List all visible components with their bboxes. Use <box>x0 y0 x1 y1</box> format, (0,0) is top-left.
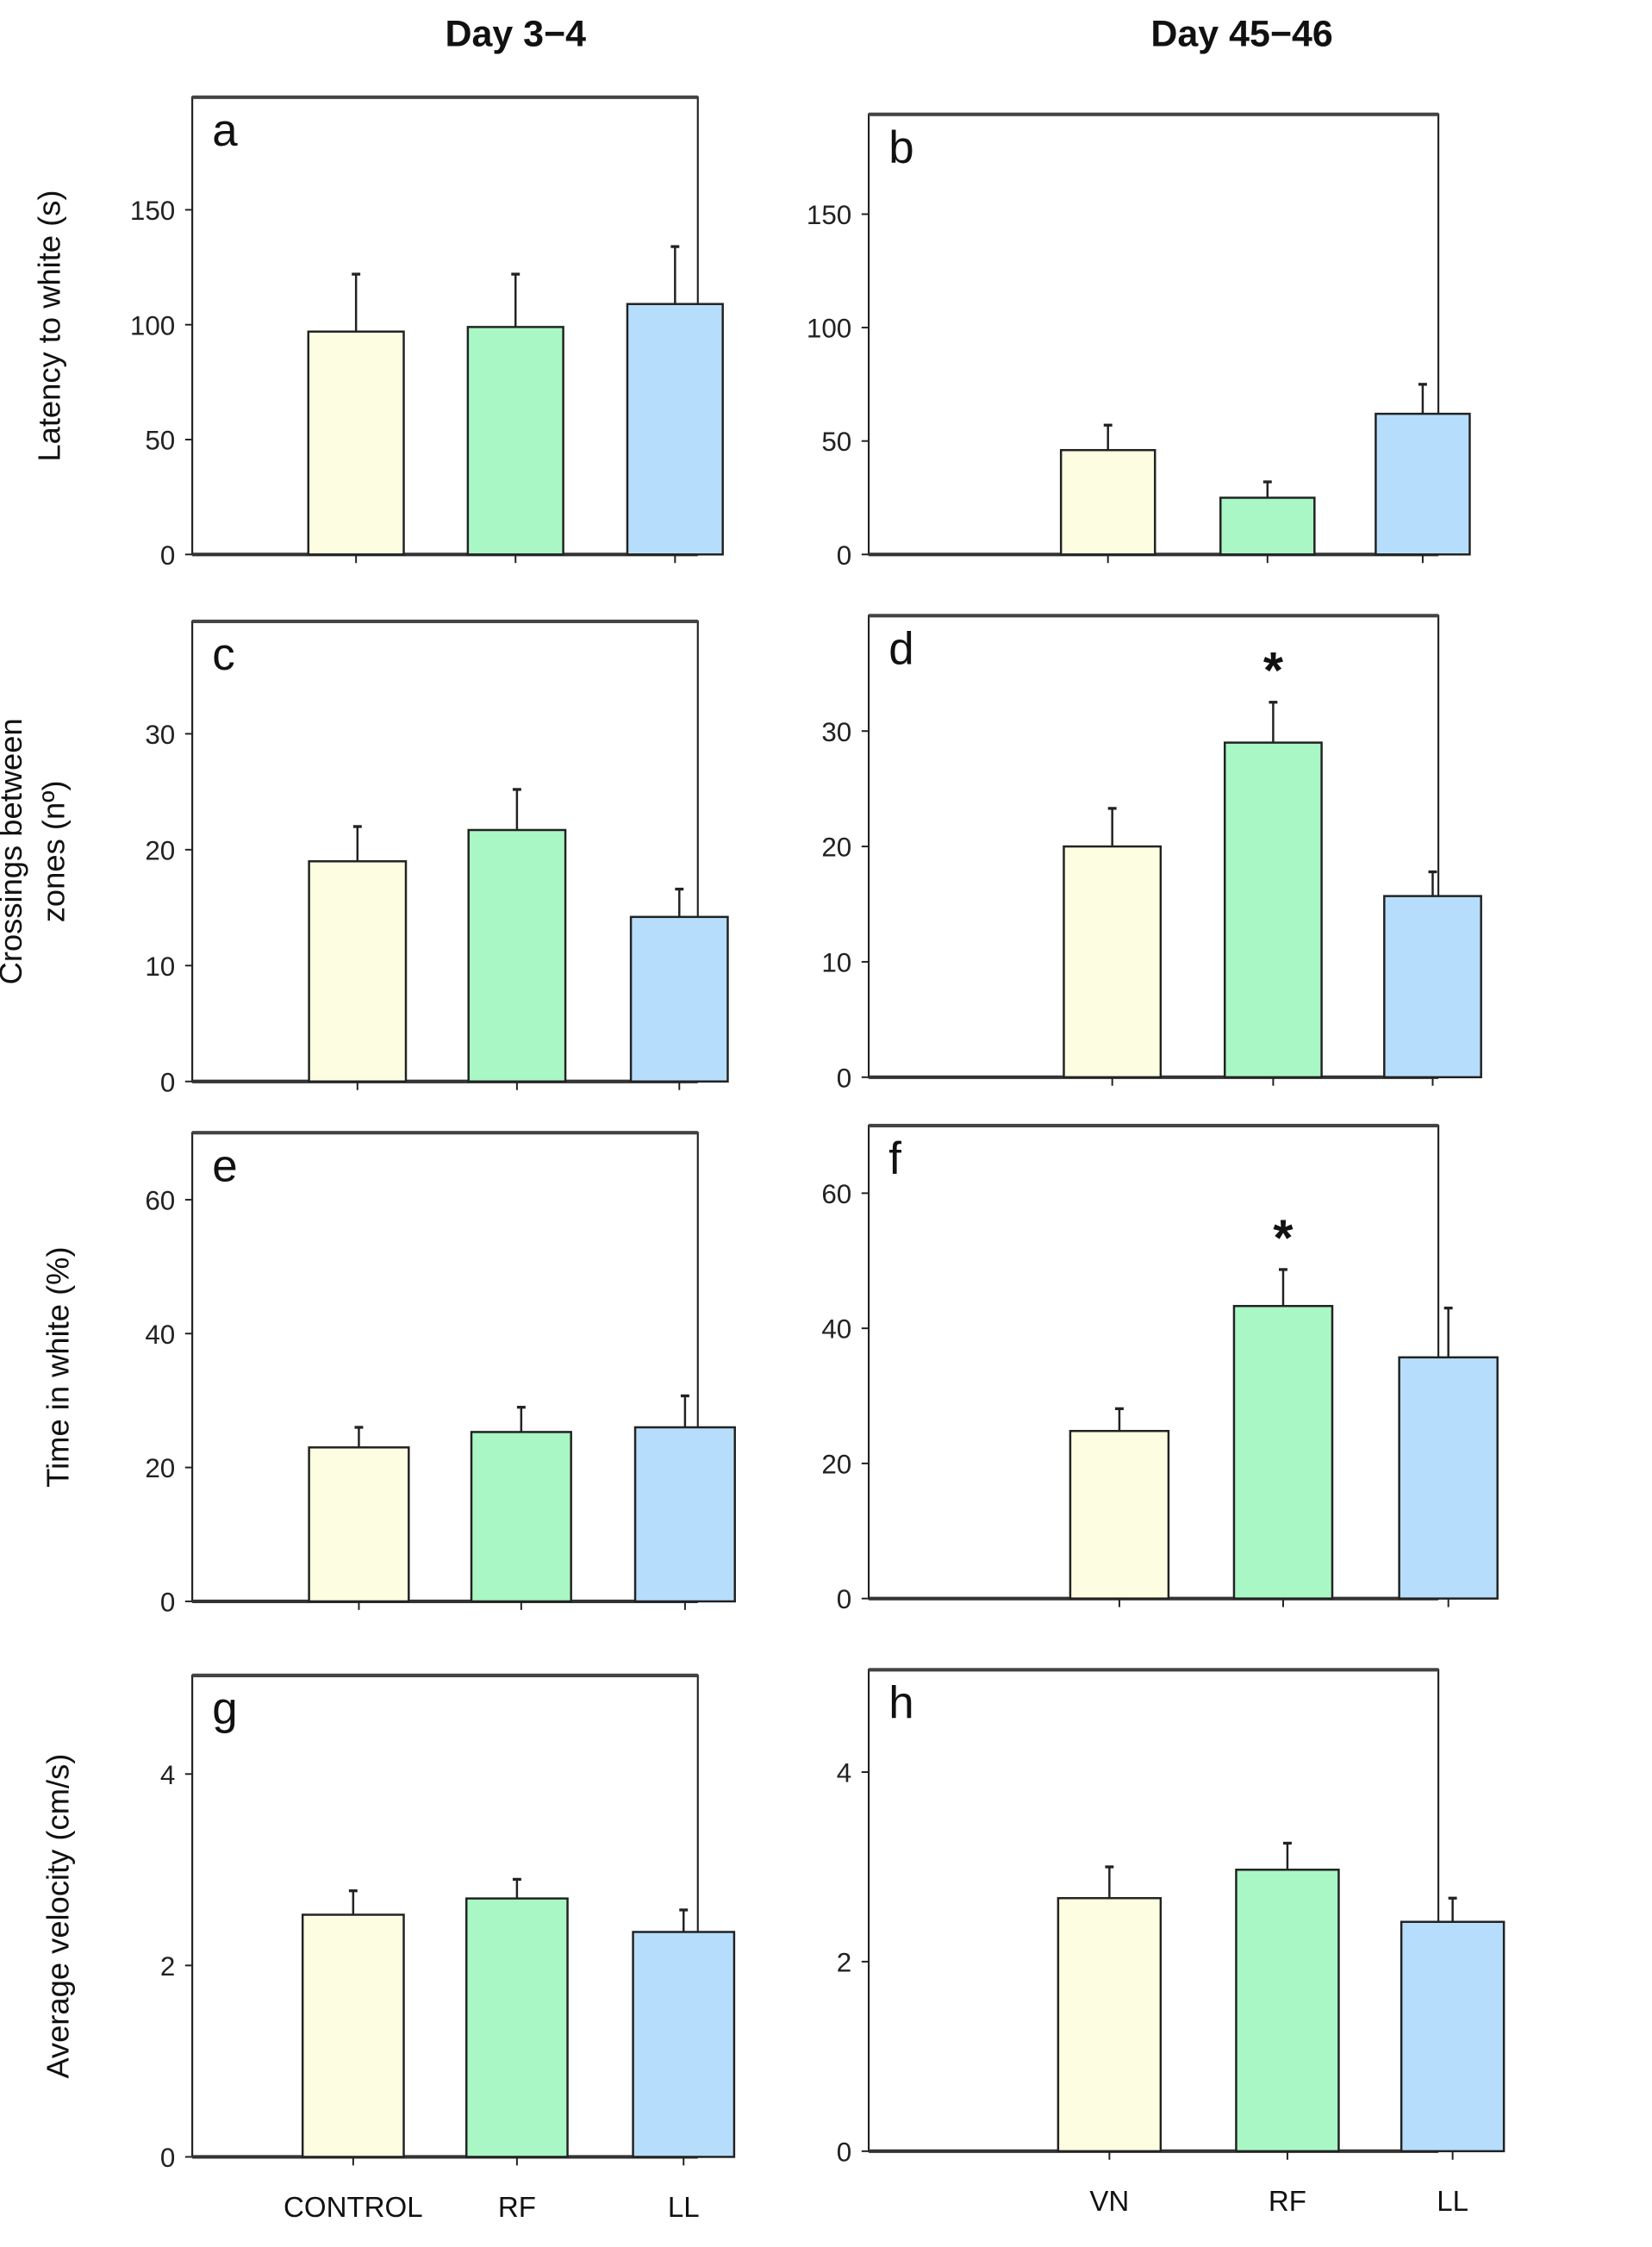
y-tick-label: 2 <box>160 1951 175 1982</box>
bar-rf <box>466 326 564 556</box>
y-axis-label: Average velocity (cm/s) <box>40 1754 75 2079</box>
panel-f: f 0 20 40 60 * <box>821 1123 1499 1614</box>
y-tick-label: 30 <box>821 717 851 747</box>
y-tick-label: 40 <box>821 1314 851 1345</box>
y-tick-label: 20 <box>145 1453 175 1483</box>
y-tick-label: 0 <box>160 540 175 571</box>
y-tick-label: 60 <box>821 1179 851 1209</box>
x-tick-label: LL <box>668 2192 700 2224</box>
x-tick-label: RF <box>1269 2186 1306 2218</box>
y-tick-label: 4 <box>160 1760 175 1790</box>
panel-h: h 0 2 4 VN RF LL <box>837 1668 1506 2218</box>
y-tick-label: 150 <box>130 196 175 226</box>
bar-ll <box>632 1931 736 2158</box>
panel-label: c <box>212 629 234 680</box>
y-tick-label: 30 <box>145 720 175 750</box>
bar-control <box>308 860 408 1083</box>
x-tick-label: LL <box>1437 2186 1468 2218</box>
bar-rf <box>1223 741 1323 1079</box>
bar-ll <box>1383 895 1482 1079</box>
y-tick-label: 0 <box>837 2137 851 2167</box>
y-tick-label: 150 <box>807 200 851 230</box>
bar-vn <box>1069 1430 1170 1600</box>
y-tick-label: 0 <box>160 1067 175 1097</box>
plot-frame <box>191 1674 699 2158</box>
panel-label: f <box>888 1133 901 1184</box>
bar-vn <box>1059 448 1156 556</box>
panel-e: e 0 20 40 60 Time in white (%) <box>40 1131 736 1618</box>
bar-control <box>308 1446 410 1603</box>
panel-label: d <box>888 624 913 675</box>
y-tick-label: 60 <box>145 1185 175 1215</box>
bar-vn <box>1063 845 1163 1079</box>
plot-frame <box>191 1132 699 1603</box>
plot-frame <box>191 620 699 1083</box>
bar-ll <box>1398 1356 1499 1600</box>
plot-frame <box>191 96 699 556</box>
significance-asterisk: * <box>1273 1208 1294 1266</box>
panel-a: a 0 50 100 150 Latency to white (s) <box>31 95 724 571</box>
x-tick-label: RF <box>498 2192 536 2224</box>
y-tick-label: 0 <box>837 1063 851 1093</box>
panel-label: g <box>212 1683 237 1734</box>
bar-control <box>307 330 405 556</box>
panel-label: e <box>212 1140 237 1191</box>
significance-asterisk: * <box>1263 641 1284 699</box>
y-tick-label: 0 <box>160 2143 175 2173</box>
y-tick-label: 10 <box>821 947 851 977</box>
y-tick-label: 20 <box>821 833 851 863</box>
column-title-day-3-4: Day 3−4 <box>445 13 586 54</box>
panel-d: d 0 10 20 30 * <box>821 614 1482 1093</box>
y-axis-label: Latency to white (s) <box>31 190 66 461</box>
y-tick-label: 10 <box>145 952 175 982</box>
y-tick-label: 0 <box>837 540 851 571</box>
panel-g: g 0 2 4 Average velocity (cm/s) CONTROL RF LL <box>40 1673 736 2224</box>
y-tick-label: 50 <box>145 426 175 456</box>
bar-ll <box>1400 1920 1506 2153</box>
y-tick-label: 0 <box>837 1584 851 1614</box>
panel-label: a <box>212 105 238 156</box>
y-tick-label: 100 <box>807 314 851 344</box>
bar-ll <box>633 1426 736 1603</box>
panel-label: h <box>888 1677 913 1728</box>
bar-ll <box>629 915 729 1083</box>
y-tick-label: 20 <box>821 1449 851 1479</box>
bar-ll <box>1375 412 1471 556</box>
bar-rf <box>1232 1305 1334 1600</box>
bar-rf <box>464 1897 569 2158</box>
bar-vn <box>1057 1897 1163 2153</box>
y-tick-label: 0 <box>160 1588 175 1618</box>
y-tick-label: 4 <box>837 1758 851 1788</box>
bar-ll <box>626 303 724 556</box>
y-tick-label: 20 <box>145 835 175 865</box>
bar-rf <box>1219 496 1316 556</box>
y-tick-label: 50 <box>821 427 851 457</box>
bar-rf <box>470 1431 572 1603</box>
y-axis-label: Crossings between <box>0 718 28 984</box>
x-tick-label: CONTROL <box>284 2192 423 2224</box>
y-tick-label: 2 <box>837 1947 851 1977</box>
y-tick-label: 100 <box>130 310 175 340</box>
y-axis-label: Time in white (%) <box>40 1246 75 1487</box>
bar-rf <box>467 828 567 1083</box>
y-axis-label: zones (nº) <box>35 780 71 922</box>
bar-rf <box>1235 1869 1340 2153</box>
y-tick-label: 40 <box>145 1320 175 1350</box>
column-title-day-45-46: Day 45−46 <box>1150 13 1332 54</box>
x-tick-label: VN <box>1089 2186 1129 2218</box>
panel-label: b <box>888 122 913 173</box>
bar-control <box>301 1913 405 2158</box>
panel-b: b 0 50 100 150 <box>807 112 1471 571</box>
